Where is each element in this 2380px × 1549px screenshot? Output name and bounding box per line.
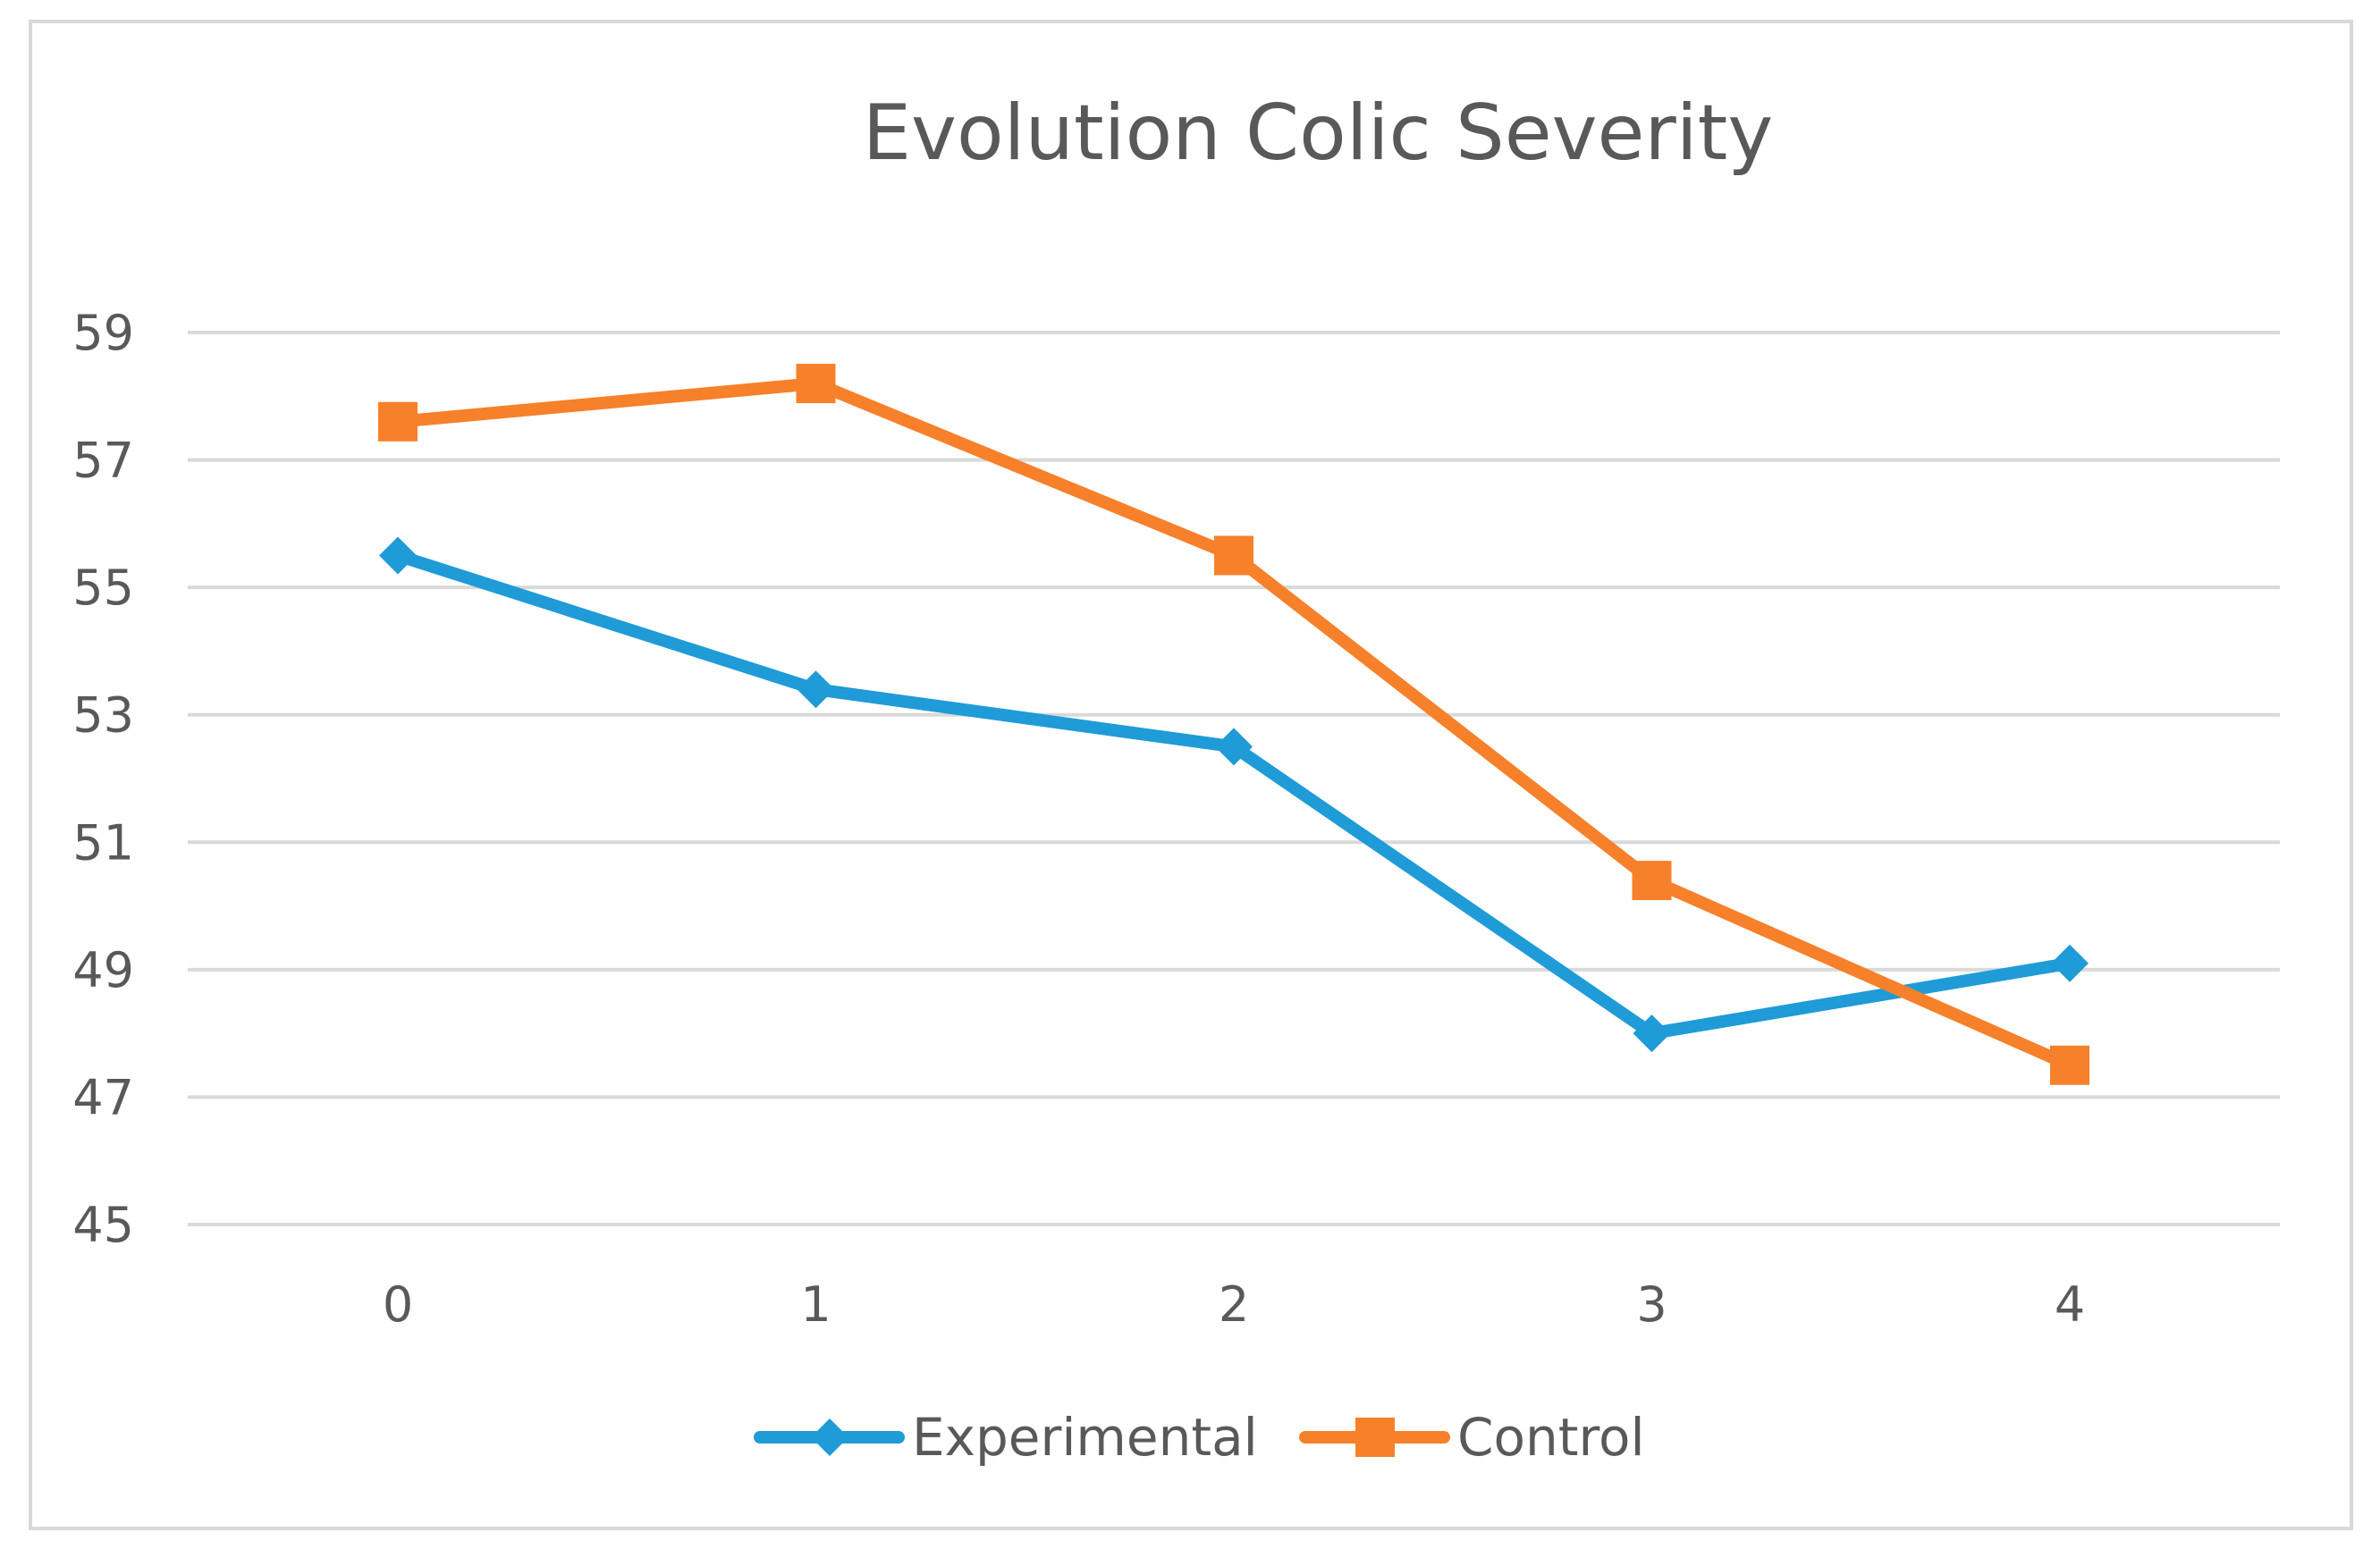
y-tick-label: 49 [72,942,134,998]
series-layer [378,364,2089,1085]
legend-item-control: Control [1299,1407,1645,1468]
legend-label-experimental: Experimental [912,1407,1258,1468]
series-line-control [392,377,2076,1072]
legend: Experimental Control [754,1407,1645,1468]
y-tick-label: 51 [72,814,134,871]
data-point-experimental [379,536,417,575]
y-axis-ticks: 45 47 49 51 53 55 57 59 [72,305,134,1253]
data-point-control [378,401,418,442]
legend-marker-experimental [811,1419,848,1456]
legend-item-experimental: Experimental [754,1407,1258,1468]
y-tick-label: 47 [72,1069,134,1125]
data-point-experimental [1633,1014,1671,1053]
data-point-experimental [1215,728,1253,766]
legend-marker-control [1355,1418,1395,1457]
data-point-control [796,364,836,404]
chart-title: Evolution Colic Severity [863,88,1774,178]
x-tick-label: 2 [1219,1276,1249,1333]
y-tick-label: 55 [72,560,134,616]
legend-label-control: Control [1457,1407,1645,1468]
x-axis-ticks: 0 1 2 3 4 [383,1276,2085,1333]
data-point-control [2050,1045,2089,1085]
chart-frame [29,20,2353,1530]
y-tick-label: 57 [72,433,134,489]
series-line-experimental [392,549,2076,1040]
gridlines [188,331,2280,1226]
y-tick-label: 45 [72,1197,134,1253]
x-tick-label: 0 [383,1276,413,1333]
data-point-control [1214,535,1253,576]
x-tick-label: 3 [1636,1276,1667,1333]
data-point-experimental [797,670,835,709]
y-tick-label: 59 [72,305,134,361]
x-tick-label: 4 [2055,1276,2085,1333]
x-tick-label: 1 [800,1276,831,1333]
series-control [378,364,2089,1085]
series-experimental [379,536,2089,1053]
y-tick-label: 53 [72,687,134,744]
data-point-control [1632,861,1672,901]
data-point-experimental [2051,944,2089,982]
